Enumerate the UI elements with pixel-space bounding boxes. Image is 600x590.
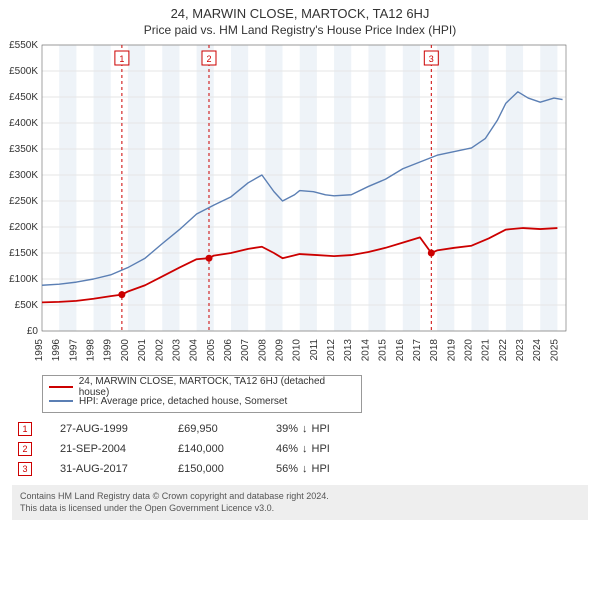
sale-date: 21-SEP-2004 bbox=[60, 443, 150, 455]
svg-text:2013: 2013 bbox=[343, 339, 354, 362]
sale-marker-badge: 2 bbox=[18, 442, 32, 456]
legend-label: HPI: Average price, detached house, Some… bbox=[79, 396, 287, 407]
svg-text:£0: £0 bbox=[27, 326, 39, 337]
svg-text:£50K: £50K bbox=[15, 300, 39, 311]
chart-subtitle: Price paid vs. HM Land Registry's House … bbox=[0, 21, 600, 41]
sale-row: 3 31-AUG-2017 £150,000 56%↓HPI bbox=[18, 459, 588, 479]
svg-text:1999: 1999 bbox=[103, 339, 114, 362]
svg-text:2011: 2011 bbox=[309, 339, 320, 361]
svg-text:2000: 2000 bbox=[120, 339, 131, 362]
svg-text:£250K: £250K bbox=[9, 196, 38, 207]
svg-text:2001: 2001 bbox=[137, 339, 148, 362]
footer-line: Contains HM Land Registry data © Crown c… bbox=[20, 491, 580, 503]
svg-text:1997: 1997 bbox=[68, 339, 79, 362]
svg-text:2023: 2023 bbox=[515, 339, 526, 362]
svg-text:1996: 1996 bbox=[51, 339, 62, 362]
svg-text:2025: 2025 bbox=[549, 339, 560, 362]
sale-delta: 39%↓HPI bbox=[276, 423, 356, 435]
chart-title: 24, MARWIN CLOSE, MARTOCK, TA12 6HJ bbox=[0, 0, 600, 21]
svg-text:1998: 1998 bbox=[86, 339, 97, 362]
svg-text:£350K: £350K bbox=[9, 144, 38, 155]
legend: 24, MARWIN CLOSE, MARTOCK, TA12 6HJ (det… bbox=[42, 375, 362, 413]
sale-price: £150,000 bbox=[178, 463, 248, 475]
svg-text:2002: 2002 bbox=[154, 339, 165, 362]
sale-price: £69,950 bbox=[178, 423, 248, 435]
attribution-footer: Contains HM Land Registry data © Crown c… bbox=[12, 485, 588, 520]
svg-text:2018: 2018 bbox=[429, 339, 440, 362]
sale-delta: 46%↓HPI bbox=[276, 443, 356, 455]
svg-text:2015: 2015 bbox=[378, 339, 389, 362]
svg-text:£550K: £550K bbox=[9, 41, 38, 51]
sale-date: 27-AUG-1999 bbox=[60, 423, 150, 435]
svg-text:£100K: £100K bbox=[9, 274, 38, 285]
footer-line: This data is licensed under the Open Gov… bbox=[20, 503, 580, 515]
svg-text:1995: 1995 bbox=[34, 339, 45, 362]
down-arrow-icon: ↓ bbox=[302, 463, 308, 475]
svg-text:£300K: £300K bbox=[9, 170, 38, 181]
svg-text:2022: 2022 bbox=[498, 339, 509, 362]
svg-text:2009: 2009 bbox=[275, 339, 286, 362]
sale-row: 1 27-AUG-1999 £69,950 39%↓HPI bbox=[18, 419, 588, 439]
sale-row: 2 21-SEP-2004 £140,000 46%↓HPI bbox=[18, 439, 588, 459]
sales-table: 1 27-AUG-1999 £69,950 39%↓HPI 2 21-SEP-2004 £1… bbox=[18, 419, 588, 479]
svg-text:2004: 2004 bbox=[189, 339, 200, 362]
price-chart: £0 £50K £100K £150K £200K £250K £300K £350K £400… bbox=[0, 41, 576, 371]
svg-text:£150K: £150K bbox=[9, 248, 38, 259]
sale-marker-badge: 1 bbox=[18, 422, 32, 436]
svg-text:2008: 2008 bbox=[257, 339, 268, 362]
sale-delta: 56%↓HPI bbox=[276, 463, 356, 475]
down-arrow-icon: ↓ bbox=[302, 443, 308, 455]
svg-text:2003: 2003 bbox=[171, 339, 182, 362]
svg-text:1: 1 bbox=[119, 54, 124, 64]
legend-swatch bbox=[49, 386, 73, 388]
svg-text:2017: 2017 bbox=[412, 339, 423, 362]
sale-marker-badge: 3 bbox=[18, 462, 32, 476]
svg-text:2007: 2007 bbox=[240, 339, 251, 362]
svg-text:£200K: £200K bbox=[9, 222, 38, 233]
svg-text:2010: 2010 bbox=[292, 339, 303, 362]
down-arrow-icon: ↓ bbox=[302, 423, 308, 435]
svg-text:3: 3 bbox=[429, 54, 434, 64]
svg-text:£450K: £450K bbox=[9, 92, 38, 103]
svg-text:2020: 2020 bbox=[464, 339, 475, 362]
sale-date: 31-AUG-2017 bbox=[60, 463, 150, 475]
legend-swatch bbox=[49, 400, 73, 402]
chart-container: 24, MARWIN CLOSE, MARTOCK, TA12 6HJ Pric… bbox=[0, 0, 600, 590]
svg-text:2005: 2005 bbox=[206, 339, 217, 362]
svg-text:2: 2 bbox=[206, 54, 211, 64]
sale-price: £140,000 bbox=[178, 443, 248, 455]
svg-text:2024: 2024 bbox=[532, 339, 543, 362]
svg-text:2014: 2014 bbox=[360, 339, 371, 362]
svg-text:2006: 2006 bbox=[223, 339, 234, 362]
svg-text:£500K: £500K bbox=[9, 66, 38, 77]
svg-text:2019: 2019 bbox=[446, 339, 457, 362]
svg-text:2016: 2016 bbox=[395, 339, 406, 362]
svg-text:2021: 2021 bbox=[481, 339, 492, 362]
legend-row: 24, MARWIN CLOSE, MARTOCK, TA12 6HJ (det… bbox=[49, 380, 355, 394]
svg-text:£400K: £400K bbox=[9, 118, 38, 129]
svg-text:2012: 2012 bbox=[326, 339, 337, 362]
